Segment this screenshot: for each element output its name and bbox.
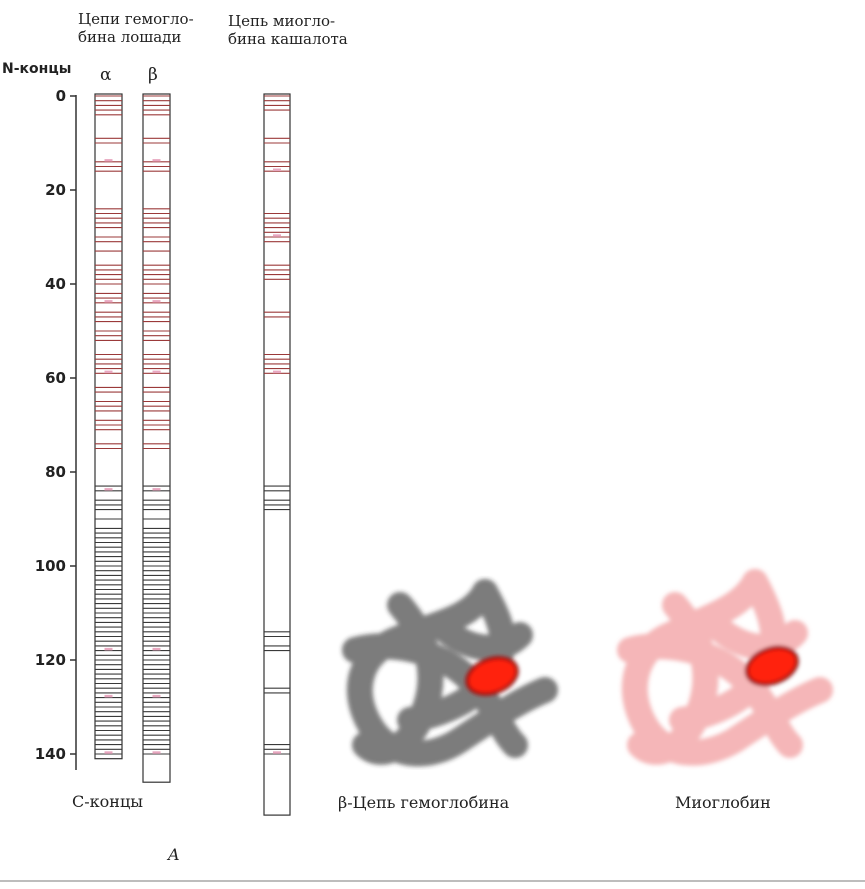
invariant-residue-mark bbox=[273, 370, 281, 374]
position-axis: 0 20 40 60 80 100 120 140 bbox=[35, 87, 77, 770]
bottom-divider bbox=[0, 880, 865, 882]
myoglobin-caption: Миоглобин bbox=[675, 793, 771, 812]
invariant-residue-mark bbox=[152, 159, 161, 162]
heme-group-icon bbox=[745, 646, 799, 686]
chain-outline bbox=[94, 93, 123, 760]
invariant-residue-mark bbox=[152, 370, 161, 374]
myoglobin-illustration bbox=[617, 569, 833, 766]
hemoglobin-beta-chain-illustration bbox=[342, 579, 558, 767]
invariant-residue-mark bbox=[152, 647, 161, 651]
horse-hemoglobin-header: Цепи гемогло- бина лошади bbox=[78, 10, 194, 46]
invariant-residue-mark bbox=[152, 300, 161, 303]
invariant-residue-mark bbox=[104, 488, 113, 491]
beta-chain-column bbox=[142, 93, 171, 783]
panel-label: A bbox=[168, 845, 180, 864]
invariant-residue-mark bbox=[273, 234, 281, 237]
axis-tick-label: 140 bbox=[35, 745, 66, 763]
invariant-residue-mark bbox=[104, 647, 113, 651]
invariant-residue-mark bbox=[104, 694, 113, 698]
invariant-residue-mark bbox=[152, 694, 161, 698]
whale-myoglobin-header: Цепь миогло- бина кашалота bbox=[228, 12, 348, 48]
myoglobin-chain-column bbox=[263, 93, 291, 816]
axis-tick-label: 60 bbox=[45, 369, 66, 387]
axis-tick-label: 120 bbox=[35, 651, 66, 669]
invariant-residue-mark bbox=[104, 159, 113, 162]
mb-ribbon-segment bbox=[705, 615, 808, 661]
n-termini-label: N-концы bbox=[2, 61, 72, 77]
invariant-residue-mark bbox=[152, 488, 161, 491]
whale-myoglobin-header-line-1: Цепь миогло- bbox=[228, 12, 336, 30]
invariant-residue-mark bbox=[104, 370, 113, 374]
hemoglobin-caption: β-Цепь гемоглобина bbox=[338, 793, 510, 812]
axis-tick-label: 100 bbox=[35, 557, 66, 575]
invariant-residue-mark bbox=[273, 751, 281, 754]
axis-tick-label: 80 bbox=[45, 463, 66, 481]
axis-tick-label: 20 bbox=[45, 181, 66, 199]
invariant-residue-mark bbox=[104, 751, 113, 754]
chain-outline bbox=[263, 93, 291, 816]
heme-group-icon bbox=[465, 656, 519, 696]
hb-ribbon-segment bbox=[432, 617, 533, 661]
whale-myoglobin-header-line-2: бина кашалота bbox=[228, 30, 348, 48]
beta-chain-label: β bbox=[148, 65, 158, 85]
axis-tick-label: 40 bbox=[45, 275, 66, 293]
invariant-residue-mark bbox=[273, 168, 281, 171]
c-termini-label: C-концы bbox=[72, 792, 143, 811]
invariant-residue-mark bbox=[152, 751, 161, 754]
invariant-residue-mark bbox=[104, 300, 113, 303]
axis-tick-label: 0 bbox=[56, 87, 66, 105]
horse-hemoglobin-header-line-1: Цепи гемогло- bbox=[78, 10, 194, 28]
alpha-chain-label: α bbox=[100, 65, 112, 85]
horse-hemoglobin-header-line-2: бина лошади bbox=[78, 28, 182, 46]
alpha-chain-column bbox=[94, 93, 123, 760]
